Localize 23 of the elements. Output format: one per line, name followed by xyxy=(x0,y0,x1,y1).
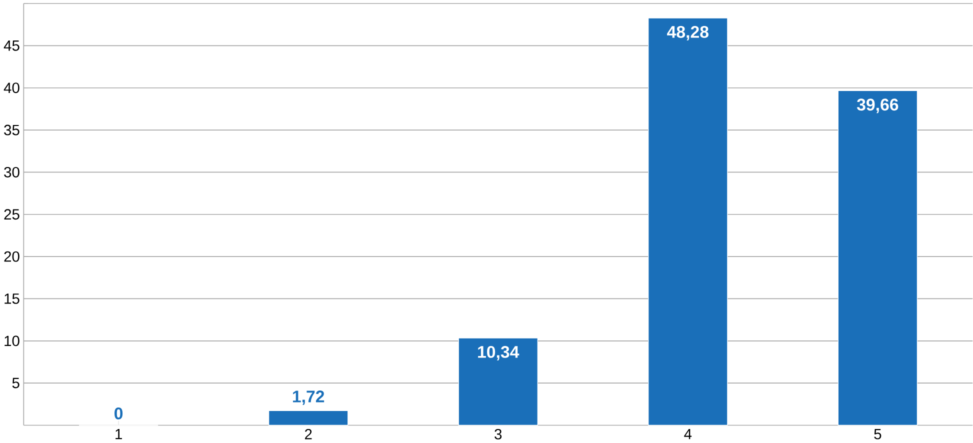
data-label: 48,28 xyxy=(667,26,708,40)
data-label: 39,66 xyxy=(856,98,898,114)
y-tick-label: 20 xyxy=(4,251,20,262)
x-tick-label: 2 xyxy=(304,428,312,440)
y-tick-label: 10 xyxy=(4,336,20,346)
bar xyxy=(458,338,538,426)
bar xyxy=(268,410,348,426)
y-tick-label: 40 xyxy=(4,82,20,94)
x-tick-label: 4 xyxy=(684,429,692,440)
y-tick-label: 5 xyxy=(12,378,20,388)
y-tick-label: 30 xyxy=(4,167,20,178)
x-tick-label: 5 xyxy=(874,429,882,440)
y-tick-label: 45 xyxy=(4,40,20,51)
x-tick-label: 3 xyxy=(494,428,502,440)
y-tick-label: 15 xyxy=(4,294,20,304)
data-label: 1,72 xyxy=(292,390,324,405)
y-tick-label: 35 xyxy=(4,124,20,136)
data-label: 0 xyxy=(114,408,123,420)
y-tick-label: 25 xyxy=(4,209,20,220)
data-label: 10,34 xyxy=(478,346,520,360)
x-tick-label: 1 xyxy=(116,429,122,440)
bar xyxy=(648,18,728,426)
bar xyxy=(838,90,918,426)
